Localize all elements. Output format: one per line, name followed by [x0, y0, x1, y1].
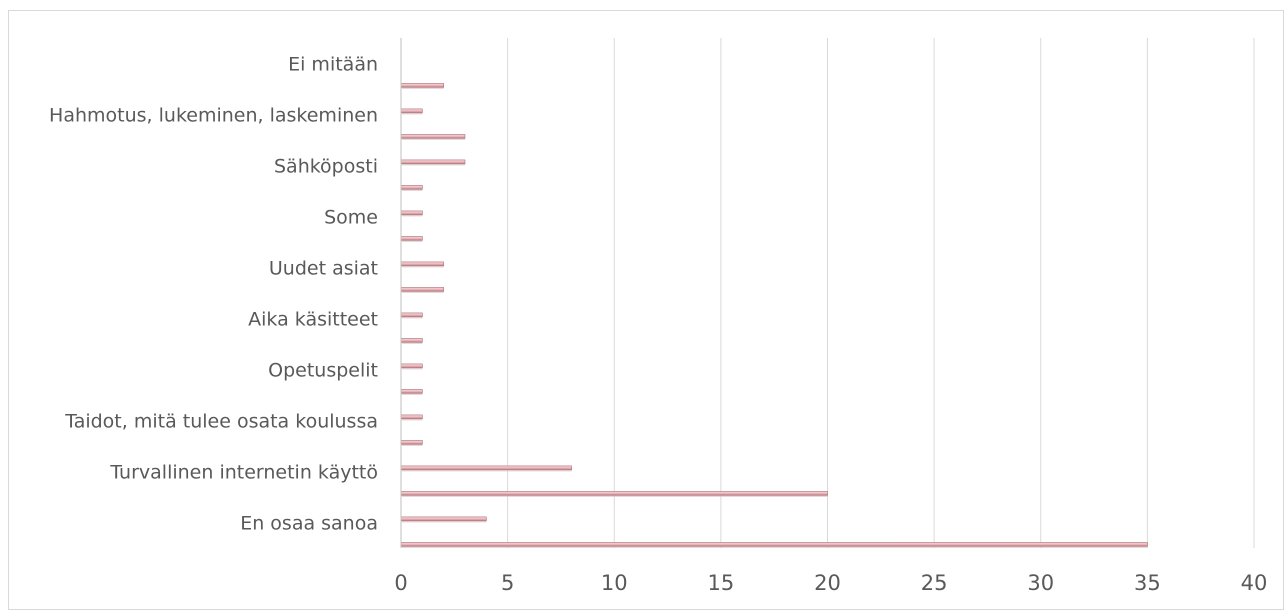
bar — [400, 414, 423, 420]
category-labels: En osaa sanoa Turvallinen internetin käyt… — [49, 54, 378, 535]
x-tick-label: 10 — [601, 571, 628, 595]
bar — [400, 542, 1148, 547]
bar-shadow — [402, 418, 423, 421]
category-label: Uudet asiat — [269, 258, 378, 280]
bar — [400, 363, 423, 369]
bar-shadow — [402, 520, 487, 523]
category-label: Hahmotus, lukeminen, laskeminen — [49, 105, 378, 127]
bar — [400, 261, 444, 267]
chart-frame — [8, 10, 1284, 610]
bar — [400, 134, 466, 139]
bar-shadow — [402, 265, 444, 268]
category-label: En osaa sanoa — [240, 513, 378, 535]
bar-shadow — [402, 112, 423, 115]
bars — [400, 83, 1148, 548]
bar-shadow — [402, 316, 423, 319]
bar — [400, 236, 423, 241]
x-tick-label: 35 — [1134, 571, 1161, 595]
bar — [400, 108, 423, 114]
bar-shadow — [402, 189, 423, 191]
bar — [400, 338, 423, 343]
bar-shadow — [402, 291, 444, 293]
category-label: Ei mitään — [288, 54, 378, 76]
x-tick-label: 25 — [921, 571, 948, 595]
category-label: Turvallinen internetin käyttö — [109, 462, 378, 484]
category-label: Some — [324, 207, 378, 229]
bar — [400, 491, 828, 496]
category-label: Opetuspelit — [268, 360, 378, 382]
bar — [400, 287, 444, 292]
category-label: Taidot, mitä tulee osata koulussa — [64, 411, 378, 433]
bar-shadow — [402, 87, 444, 89]
bar-shadow — [402, 240, 423, 242]
bar-shadow — [402, 469, 572, 472]
bar — [400, 312, 423, 318]
x-tick-label: 40 — [1241, 571, 1268, 595]
bar — [400, 210, 423, 216]
bar-shadow — [402, 495, 828, 497]
bar — [400, 83, 444, 88]
bar — [400, 465, 572, 471]
bar — [400, 159, 466, 165]
bar-shadow — [402, 214, 423, 217]
x-tick-label: 30 — [1027, 571, 1054, 595]
category-label: Sähköposti — [274, 156, 378, 178]
x-tick-label: 20 — [814, 571, 841, 595]
bar — [400, 185, 423, 190]
x-tick-label: 0 — [394, 571, 407, 595]
x-tick-labels: 0 5 10 15 20 25 30 35 40 — [394, 571, 1267, 595]
x-tick-label: 15 — [708, 571, 735, 595]
bar-shadow — [402, 444, 423, 446]
bar-shadow — [402, 546, 1148, 548]
bar-shadow — [402, 393, 423, 395]
category-label: Aika käsitteet — [248, 309, 378, 331]
x-tick-label: 5 — [501, 571, 514, 595]
bar — [400, 389, 423, 394]
bar — [400, 516, 487, 522]
gridlines — [507, 38, 1255, 548]
bar — [400, 440, 423, 445]
bar-shadow — [402, 367, 423, 370]
bar-shadow — [402, 342, 423, 344]
bar-shadow — [402, 138, 465, 140]
bar-shadow — [402, 163, 465, 166]
